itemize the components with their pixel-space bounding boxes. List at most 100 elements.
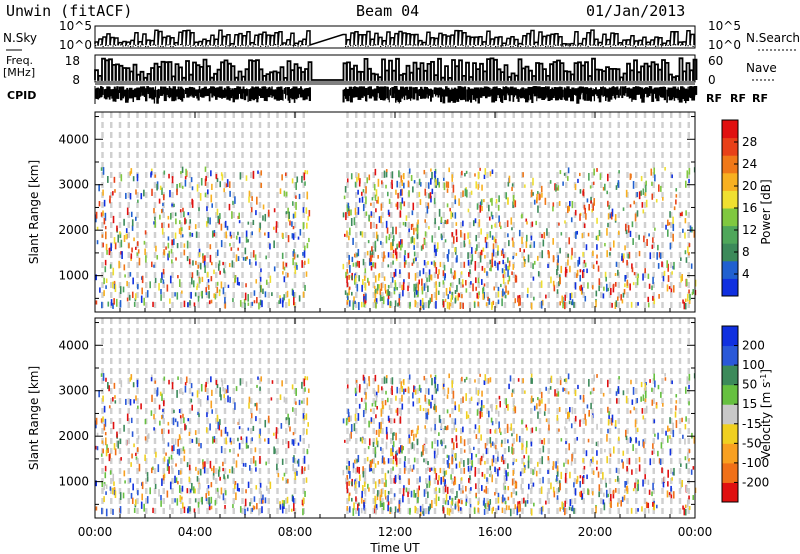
scatter-point [304,376,306,381]
scatter-point [673,261,675,270]
scatter-point [461,376,463,382]
scatter-point [226,385,229,393]
scatter-point [360,191,363,196]
scatter-point [210,299,213,304]
scatter-point [568,417,571,422]
scatter-point [430,374,432,378]
scatter-point [403,467,406,474]
scatter-point [651,244,654,249]
scatter-point [256,402,258,411]
scatter-point [224,301,227,309]
scatter-point [367,445,370,450]
scatter-point [125,228,128,233]
scatter-point [196,390,199,398]
scatter-point [423,259,426,266]
scatter-point [130,492,133,499]
scatter-point [163,170,166,175]
scatter-point [477,507,480,513]
nsearch-dot [127,45,129,47]
scatter-point [359,437,362,442]
scatter-point [614,487,617,493]
scatter-point [625,481,628,486]
scatter-point [579,285,581,290]
scatter-point [453,481,455,486]
scatter-point [136,447,139,452]
scatter-point [112,281,114,289]
scatter-point [669,211,671,218]
scatter-point [178,448,181,456]
cpid-mark [552,88,555,98]
scatter-point [224,220,227,228]
scatter-point [423,489,426,497]
cpid-mark [628,87,631,99]
scatter-point [105,484,108,489]
scatter-point [607,428,609,434]
scatter-point [385,184,387,189]
scatter-point [524,184,526,188]
scatter-point [380,409,383,417]
scatter-point [435,285,438,289]
cpid-mark [232,89,235,103]
scatter-point [288,504,290,513]
scatter-point [306,376,309,381]
scatter-point [170,248,173,254]
scatter-point [401,197,404,204]
scatter-point [658,458,661,464]
scatter-point [232,200,234,205]
scatter-point [418,485,420,491]
scatter-point [543,232,546,239]
scatter-point [434,171,436,178]
scatter-point [400,408,402,416]
scatter-point [242,463,245,467]
nsearch-dot [95,44,97,47]
scatter-point [442,177,445,181]
scatter-point [123,234,126,243]
scatter-point [131,225,134,231]
scatter-point [660,185,662,192]
scatter-point [435,388,438,394]
scatter-point [244,292,247,301]
scatter-point [274,448,276,454]
cpid-mark [605,88,607,101]
scatter-point [539,400,541,406]
scatter-point [281,174,283,181]
scatter-point [158,198,161,204]
scatter-point [437,290,440,295]
scatter-point [668,286,671,290]
cpid-mark [675,88,677,98]
scatter-point [487,296,489,301]
scatter-point [308,237,310,243]
scatter-point [407,386,410,394]
cpid-mark [387,87,389,100]
scatter-point [622,450,625,456]
scatter-point [424,437,427,443]
scatter-point [640,175,643,182]
scatter-point [368,420,370,428]
scatter-point [303,415,306,421]
nsearch-dot [647,44,649,46]
scatter-point [371,246,373,252]
scatter-point [259,386,261,391]
scatter-point [607,287,610,292]
scatter-point [237,421,240,425]
scatter-point [295,388,297,396]
scatter-point [429,467,431,472]
scatter-point [508,260,511,267]
scatter-point [533,296,535,301]
scatter-point [213,438,216,443]
scatter-point [144,230,147,235]
scatter-point [216,414,219,422]
scatter-point [213,229,216,234]
colorbar-swatch [722,120,738,139]
scatter-point [120,380,123,388]
scatter-point [396,243,399,247]
scatter-point [559,170,562,175]
scatter-point [576,230,579,235]
scatter-point [291,201,294,206]
scatter-point [403,255,406,262]
scatter-point [477,301,480,307]
scatter-point [407,491,409,498]
scatter-point [149,487,151,495]
scatter-point [454,247,456,253]
scatter-point [673,206,676,211]
